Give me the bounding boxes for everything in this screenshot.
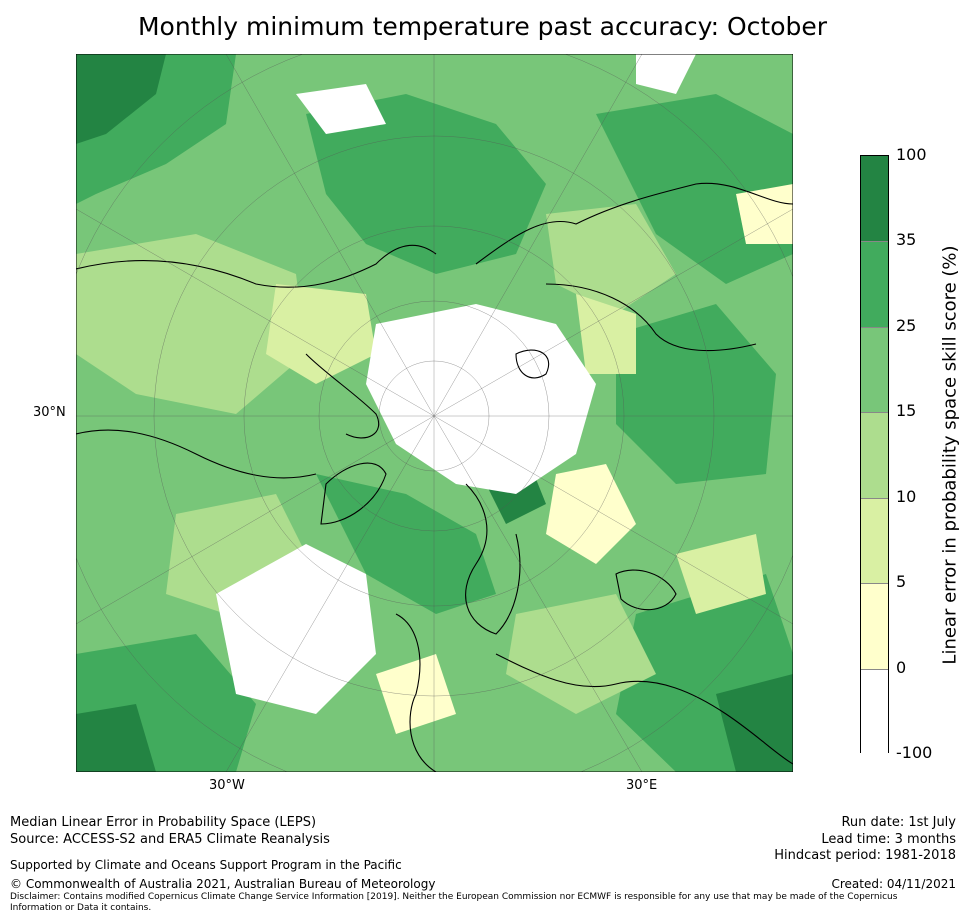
colorbar-tick-label: 10 <box>896 486 917 506</box>
footer-run-date: Run date: 1st July <box>841 815 956 830</box>
colorbar-bin <box>861 583 888 669</box>
colorbar-bin <box>861 326 888 413</box>
colorbar-label: Linear error in probability space skill … <box>939 245 961 665</box>
colorbar-tick-label: 0 <box>896 657 907 677</box>
footer-metric: Median Linear Error in Probability Space… <box>10 815 317 830</box>
colorbar-bin <box>861 412 888 498</box>
colorbar-tick-label: 5 <box>896 572 907 592</box>
colorbar <box>860 155 889 754</box>
colorbar-tick-label: 15 <box>896 401 917 421</box>
skill-region-low <box>266 284 766 614</box>
footer-created: Created: 04/11/2021 <box>831 877 956 891</box>
footer-disclaimer: Disclaimer: Contains modified Copernicus… <box>10 892 898 913</box>
colorbar-bin <box>861 156 888 242</box>
graticule <box>76 54 793 772</box>
colorbar-tick-label: -100 <box>896 743 933 762</box>
footer-support: Supported by Climate and Oceans Support … <box>10 858 402 872</box>
skill-map <box>76 54 793 772</box>
footer-source: Source: ACCESS-S2 and ERA5 Climate Reana… <box>10 832 330 847</box>
footer-hindcast: Hindcast period: 1981-2018 <box>774 848 956 863</box>
colorbar-bin <box>861 668 888 754</box>
colorbar-bin <box>861 241 888 327</box>
footer-copyright: © Commonwealth of Australia 2021, Austra… <box>10 877 436 891</box>
skill-region-high <box>76 54 793 772</box>
coastlines <box>76 182 793 772</box>
lat-label: 30°N <box>33 405 66 420</box>
footer-lead-time: Lead time: 3 months <box>821 832 956 847</box>
chart-title: Monthly minimum temperature past accurac… <box>137 12 828 41</box>
colorbar-tick-label: 35 <box>896 230 917 250</box>
colorbar-bin <box>861 497 888 584</box>
lon-label-west: 30°W <box>209 778 245 793</box>
colorbar-tick-label: 100 <box>896 145 927 164</box>
lon-label-east: 30°E <box>626 778 658 793</box>
colorbar-tick-label: 25 <box>896 315 917 335</box>
